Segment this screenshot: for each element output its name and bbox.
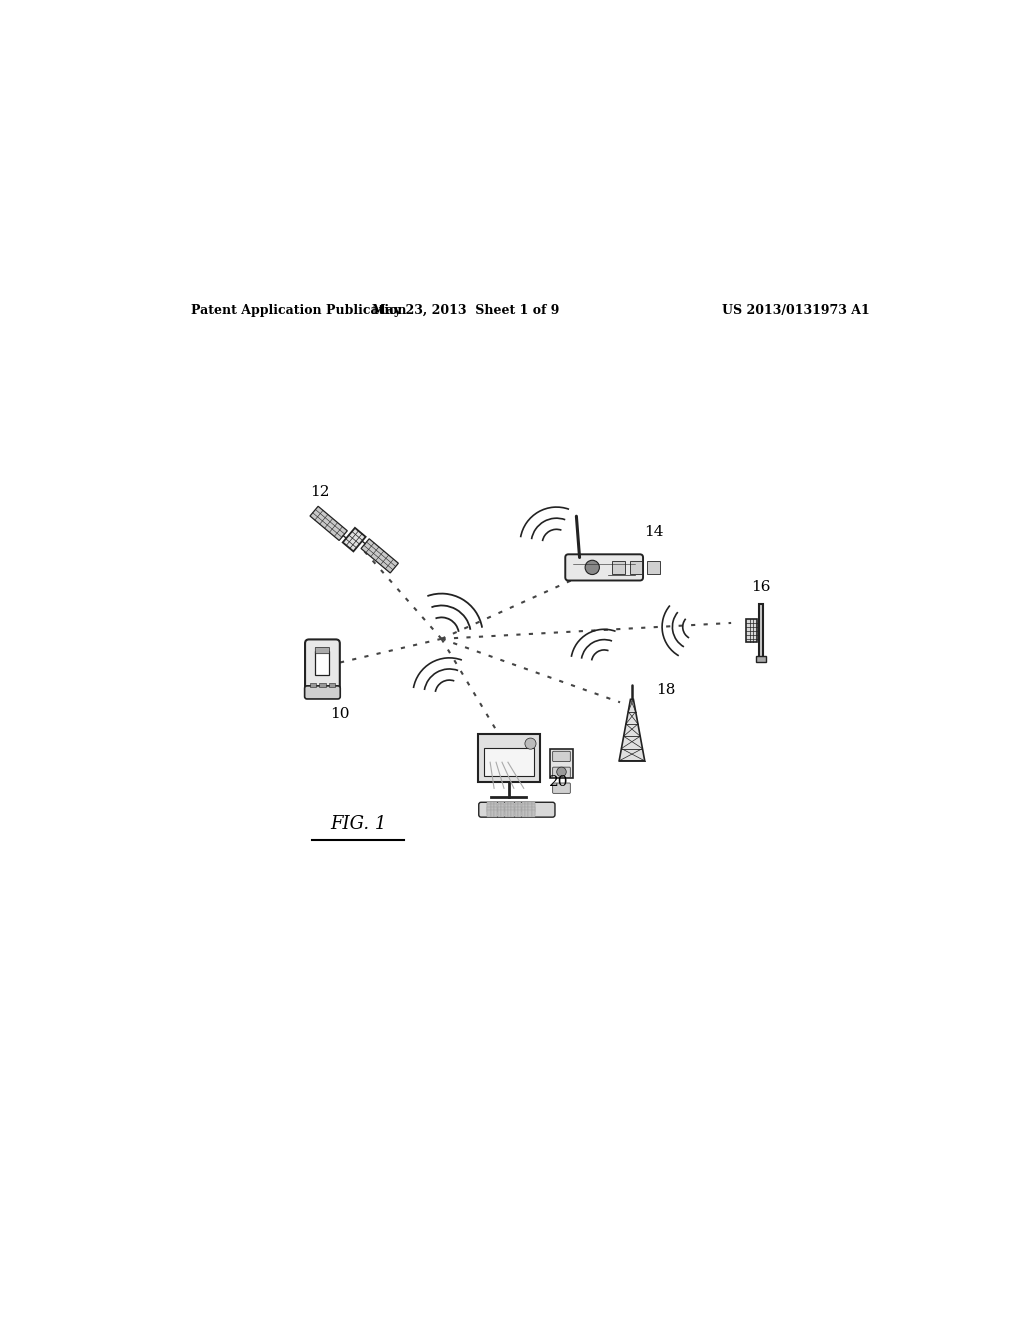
FancyBboxPatch shape xyxy=(525,803,528,810)
FancyBboxPatch shape xyxy=(518,809,521,817)
FancyBboxPatch shape xyxy=(518,803,521,810)
Circle shape xyxy=(525,738,536,750)
FancyBboxPatch shape xyxy=(501,807,504,814)
FancyBboxPatch shape xyxy=(498,804,501,812)
FancyBboxPatch shape xyxy=(528,803,531,810)
Text: FIG. 1: FIG. 1 xyxy=(330,816,386,833)
FancyBboxPatch shape xyxy=(521,804,524,812)
FancyBboxPatch shape xyxy=(521,809,524,817)
FancyBboxPatch shape xyxy=(528,809,531,817)
FancyBboxPatch shape xyxy=(478,734,540,783)
FancyBboxPatch shape xyxy=(315,651,330,675)
FancyBboxPatch shape xyxy=(518,807,521,814)
FancyBboxPatch shape xyxy=(487,804,490,812)
FancyBboxPatch shape xyxy=(495,804,498,812)
Bar xyxy=(746,619,757,643)
FancyBboxPatch shape xyxy=(501,804,504,812)
Text: May 23, 2013  Sheet 1 of 9: May 23, 2013 Sheet 1 of 9 xyxy=(372,304,559,317)
FancyBboxPatch shape xyxy=(479,803,555,817)
FancyBboxPatch shape xyxy=(508,807,511,814)
FancyBboxPatch shape xyxy=(495,803,498,810)
FancyBboxPatch shape xyxy=(508,803,511,810)
FancyBboxPatch shape xyxy=(511,807,514,814)
FancyBboxPatch shape xyxy=(498,803,501,810)
Bar xyxy=(756,656,766,661)
FancyBboxPatch shape xyxy=(525,807,528,814)
FancyBboxPatch shape xyxy=(487,807,490,814)
FancyBboxPatch shape xyxy=(647,561,659,574)
FancyBboxPatch shape xyxy=(315,647,330,653)
FancyBboxPatch shape xyxy=(495,809,498,817)
Polygon shape xyxy=(343,528,366,552)
FancyBboxPatch shape xyxy=(630,561,642,574)
FancyBboxPatch shape xyxy=(525,809,528,817)
FancyBboxPatch shape xyxy=(515,807,518,814)
FancyBboxPatch shape xyxy=(511,804,514,812)
Bar xyxy=(319,682,326,686)
FancyBboxPatch shape xyxy=(490,809,494,817)
FancyBboxPatch shape xyxy=(487,803,490,810)
FancyBboxPatch shape xyxy=(501,803,504,810)
FancyBboxPatch shape xyxy=(531,807,535,814)
FancyBboxPatch shape xyxy=(612,561,625,574)
FancyBboxPatch shape xyxy=(531,803,535,810)
FancyBboxPatch shape xyxy=(490,804,494,812)
FancyBboxPatch shape xyxy=(550,748,573,779)
FancyBboxPatch shape xyxy=(511,803,514,810)
FancyBboxPatch shape xyxy=(508,809,511,817)
FancyBboxPatch shape xyxy=(515,804,518,812)
Polygon shape xyxy=(620,700,645,760)
FancyBboxPatch shape xyxy=(304,686,340,700)
FancyBboxPatch shape xyxy=(505,807,508,814)
FancyBboxPatch shape xyxy=(490,807,494,814)
FancyBboxPatch shape xyxy=(498,809,501,817)
FancyBboxPatch shape xyxy=(531,804,535,812)
FancyBboxPatch shape xyxy=(553,767,570,777)
FancyBboxPatch shape xyxy=(565,554,643,581)
FancyBboxPatch shape xyxy=(528,807,531,814)
FancyBboxPatch shape xyxy=(508,804,511,812)
Circle shape xyxy=(585,560,599,574)
FancyBboxPatch shape xyxy=(498,807,501,814)
Bar xyxy=(309,682,316,686)
FancyBboxPatch shape xyxy=(487,809,490,817)
Text: 20: 20 xyxy=(549,775,568,788)
Polygon shape xyxy=(361,539,398,573)
FancyBboxPatch shape xyxy=(490,803,494,810)
FancyBboxPatch shape xyxy=(521,803,524,810)
Bar xyxy=(759,603,763,657)
Text: Patent Application Publication: Patent Application Publication xyxy=(191,304,407,317)
FancyBboxPatch shape xyxy=(305,639,340,694)
FancyBboxPatch shape xyxy=(505,809,508,817)
Text: US 2013/0131973 A1: US 2013/0131973 A1 xyxy=(722,304,870,317)
FancyBboxPatch shape xyxy=(553,783,570,793)
FancyBboxPatch shape xyxy=(518,804,521,812)
FancyBboxPatch shape xyxy=(515,809,518,817)
FancyBboxPatch shape xyxy=(505,803,508,810)
Text: 18: 18 xyxy=(655,684,675,697)
FancyBboxPatch shape xyxy=(505,804,508,812)
FancyBboxPatch shape xyxy=(531,809,535,817)
Text: 12: 12 xyxy=(310,484,330,499)
FancyBboxPatch shape xyxy=(511,809,514,817)
Text: 10: 10 xyxy=(331,708,350,721)
FancyBboxPatch shape xyxy=(553,751,570,762)
FancyBboxPatch shape xyxy=(515,803,518,810)
FancyBboxPatch shape xyxy=(525,804,528,812)
FancyBboxPatch shape xyxy=(528,804,531,812)
FancyBboxPatch shape xyxy=(484,748,534,776)
Circle shape xyxy=(557,767,566,776)
FancyBboxPatch shape xyxy=(501,809,504,817)
FancyBboxPatch shape xyxy=(495,807,498,814)
Bar xyxy=(329,682,335,686)
Text: 14: 14 xyxy=(644,524,664,539)
FancyBboxPatch shape xyxy=(521,807,524,814)
Polygon shape xyxy=(310,507,347,540)
Text: 16: 16 xyxy=(751,581,770,594)
